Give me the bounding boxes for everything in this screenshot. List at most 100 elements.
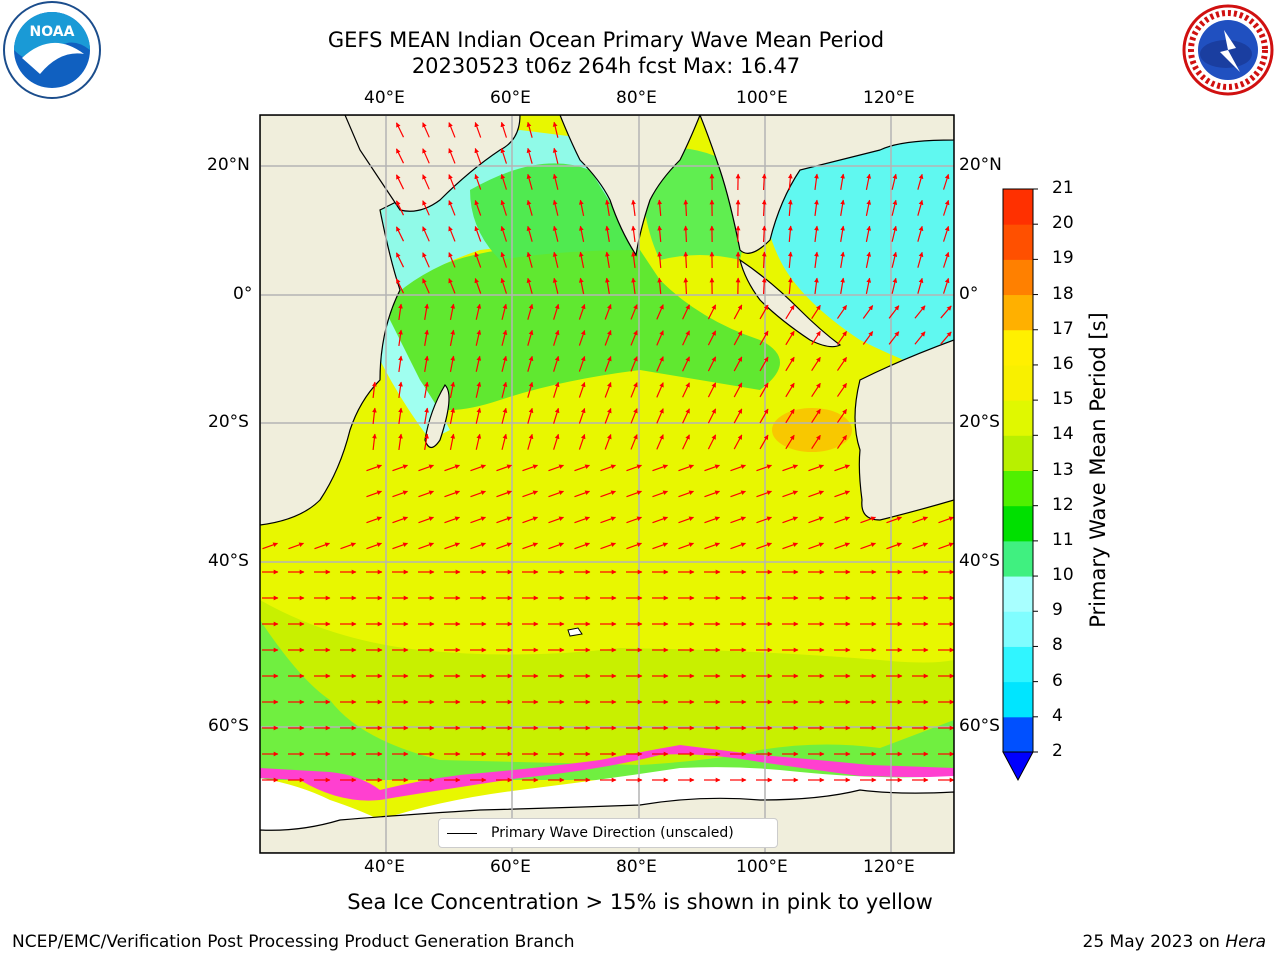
date-text: 25 May 2023 on	[1082, 932, 1226, 952]
lat-label-right-40s: 40°S	[959, 551, 1000, 571]
wave-direction-arrow	[448, 200, 456, 216]
wave-direction-arrow	[940, 305, 952, 319]
wave-direction-arrow	[652, 490, 668, 498]
wave-direction-arrow	[782, 542, 798, 550]
wave-direction-arrow	[578, 251, 585, 268]
wave-direction-arrow	[891, 173, 898, 190]
wave-direction-arrow	[733, 304, 743, 320]
wave-direction-arrow	[626, 490, 642, 498]
wave-direction-arrow	[840, 251, 845, 268]
wave-direction-arrow	[552, 147, 559, 164]
wave-direction-arrow	[814, 251, 819, 269]
wave-direction-arrow	[942, 277, 950, 294]
wave-direction-arrow	[814, 199, 819, 217]
wave-direction-arrow	[395, 200, 405, 216]
colorbar-segment	[1003, 681, 1033, 718]
wave-direction-arrow	[940, 331, 952, 345]
wave-direction-arrow	[787, 199, 793, 217]
wave-direction-arrow	[366, 490, 382, 498]
wave-direction-arrow	[785, 304, 795, 320]
wave-direction-arrow	[501, 407, 508, 424]
wave-direction-arrow	[626, 542, 642, 550]
wave-direction-arrow	[475, 381, 482, 398]
wave-direction-arrow	[652, 542, 668, 550]
wave-direction-arrow	[657, 225, 663, 243]
wave-direction-arrow	[574, 542, 590, 550]
wave-direction-arrow	[526, 225, 533, 242]
sea-ice-note: Sea Ice Concentration > 15% is shown in …	[347, 890, 933, 914]
wave-direction-arrow	[682, 330, 690, 346]
wave-direction-arrow	[656, 382, 664, 398]
colorbar	[1002, 188, 1038, 782]
wave-direction-arrow	[682, 356, 690, 372]
wave-direction-arrow	[656, 408, 664, 424]
wave-direction-arrow	[761, 225, 767, 243]
wave-direction-arrow	[808, 490, 824, 498]
wave-direction-arrow	[605, 199, 610, 216]
wave-direction-arrow	[631, 277, 636, 295]
wave-direction-arrow	[548, 490, 564, 498]
wave-direction-arrow	[474, 278, 482, 294]
lat-label-right-20s: 20°S	[959, 412, 1000, 432]
wave-direction-arrow	[682, 434, 690, 450]
wave-direction-arrow	[314, 542, 330, 550]
wave-direction-arrow	[418, 516, 434, 524]
wave-direction-arrow	[938, 542, 954, 550]
wave-direction-arrow	[422, 148, 430, 164]
wave-direction-arrow	[761, 251, 767, 269]
wave-direction-arrow	[552, 277, 559, 294]
wave-direction-arrow	[422, 174, 430, 190]
date-stamp: 25 May 2023 on Hera	[1083, 932, 1267, 952]
wave-direction-arrow	[372, 381, 377, 399]
colorbar-segment	[1003, 470, 1033, 507]
wave-direction-arrow	[553, 303, 560, 320]
wave-direction-arrow	[730, 464, 746, 472]
lat-label-right-0: 0°	[959, 284, 979, 304]
wave-direction-arrow	[704, 542, 720, 550]
wave-direction-arrow	[891, 277, 898, 294]
wave-direction-arrow	[578, 199, 585, 216]
wave-direction-arrow	[527, 407, 534, 424]
lon-label-top-100e: 100°E	[736, 88, 788, 108]
wave-direction-arrow	[912, 542, 928, 550]
wave-direction-arrow	[811, 330, 821, 346]
southeast-asia-land	[699, 115, 954, 254]
wave-direction-arrow	[475, 303, 482, 320]
wave-direction-arrow	[444, 516, 460, 524]
wave-direction-arrow	[424, 381, 429, 398]
wave-direction-arrow	[501, 303, 508, 320]
legend-label: Primary Wave Direction (unscaled)	[491, 825, 734, 841]
wave-direction-arrow	[398, 381, 403, 399]
wave-direction-arrow	[834, 516, 850, 524]
wave-direction-arrow	[526, 199, 533, 216]
wave-direction-arrow	[449, 303, 456, 320]
wave-direction-arrow	[630, 408, 638, 424]
wave-direction-arrow	[942, 225, 950, 242]
colorbar-extend-triangle	[1002, 751, 1034, 782]
colorbar-tick-label: 18	[1052, 283, 1074, 304]
wave-direction-arrow	[785, 408, 795, 424]
wave-direction-arrow	[474, 148, 482, 164]
wave-direction-arrow	[424, 303, 429, 320]
wave-direction-arrow	[424, 329, 429, 346]
wave-direction-arrow	[548, 542, 564, 550]
wave-direction-arrow	[600, 464, 616, 472]
wave-direction-arrow	[785, 382, 795, 398]
wave-direction-arrow	[733, 382, 743, 398]
wave-direction-arrow	[917, 199, 924, 216]
wave-direction-arrow	[448, 278, 456, 294]
wave-direction-arrow	[682, 382, 690, 398]
wave-direction-arrow	[836, 305, 848, 319]
wave-direction-arrow	[886, 516, 902, 524]
lon-label-bottom-60e: 60°E	[490, 857, 531, 877]
wave-direction-arrow	[761, 277, 767, 295]
wave-direction-arrow	[366, 464, 382, 472]
svg-text:NOAA: NOAA	[30, 24, 75, 40]
wave-direction-arrow	[787, 225, 793, 243]
lon-label-top-120e: 120°E	[863, 88, 915, 108]
wave-direction-arrow	[707, 434, 717, 450]
wave-direction-arrow	[392, 542, 408, 550]
colorbar-tick-label: 13	[1052, 459, 1074, 480]
wave-direction-arrow	[500, 277, 508, 294]
